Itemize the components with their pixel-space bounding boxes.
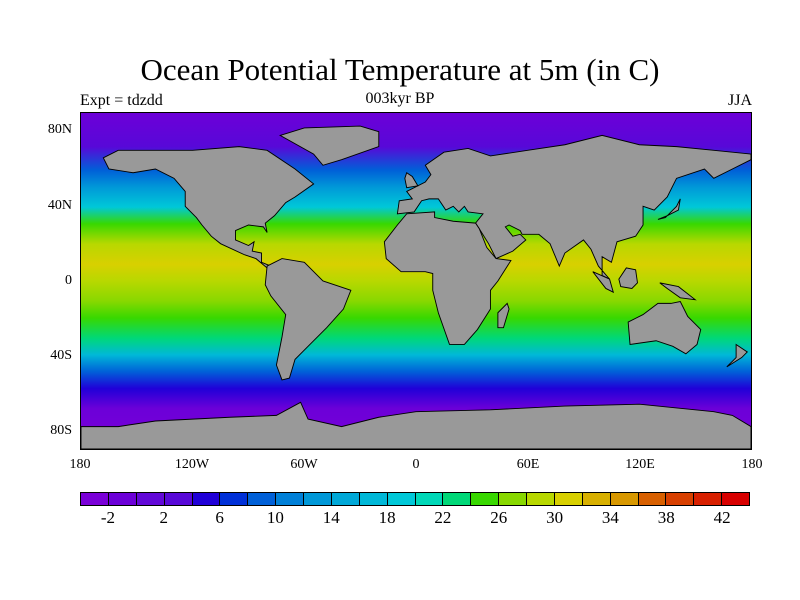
colorbar-label: 30: [546, 508, 564, 527]
colorbar-label: 38: [657, 508, 675, 527]
colorbar: [80, 492, 750, 506]
antarctica: [81, 401, 751, 449]
colorbar-box: [304, 493, 332, 505]
colorbar-label: 26: [490, 508, 508, 527]
colorbar-box: [527, 493, 555, 505]
colorbar-label: 18: [378, 508, 396, 527]
colorbar-box: [359, 493, 388, 505]
temperature-map: [80, 112, 752, 450]
colorbar-box: [248, 493, 277, 505]
great-britain: [404, 172, 419, 189]
colorbar-box: [81, 493, 109, 505]
colorbar-label: 14: [322, 508, 340, 527]
sumatra: [592, 271, 615, 294]
colorbar-label: 6: [215, 508, 224, 527]
experiment-label: Expt = tdzdd: [80, 92, 163, 109]
colorbar-label: -2: [100, 508, 115, 527]
colorbar-box: [387, 493, 416, 505]
lon-label-180w: 180: [69, 457, 91, 472]
australia: [627, 301, 702, 355]
south-america: [264, 258, 352, 381]
colorbar-box: [554, 493, 583, 505]
lon-label-60e: 60E: [516, 457, 540, 472]
colorbar-box: [108, 493, 137, 505]
colorbar-box: [415, 493, 444, 505]
colorbar-label: 2: [159, 508, 169, 527]
new-guinea: [659, 282, 697, 301]
lon-label-0: 0: [412, 457, 420, 472]
lat-label-0: 0: [65, 273, 72, 288]
madagascar: [497, 302, 510, 329]
colorbar-box: [471, 493, 500, 505]
colorbar-box: [443, 493, 472, 505]
colorbar-box: [192, 493, 221, 505]
colorbar-box: [722, 493, 749, 505]
lon-label-120w: 120W: [174, 457, 210, 472]
colorbar-box: [164, 493, 193, 505]
colorbar-box: [638, 493, 667, 505]
lat-label-80s: 80S: [50, 423, 72, 438]
colorbar-box: [276, 493, 304, 505]
colorbar-label: 42: [713, 508, 731, 527]
new-zealand: [726, 343, 749, 368]
lon-label-180e: 180: [741, 457, 763, 472]
lat-label-40s: 40S: [50, 348, 72, 363]
colorbar-box: [610, 493, 639, 505]
africa: [383, 211, 512, 345]
colorbar-label: 34: [601, 508, 619, 527]
land-mask: [81, 125, 751, 449]
plot-title: Ocean Potential Temperature at 5m (in C): [140, 52, 660, 87]
borneo: [618, 267, 638, 289]
lat-label-40n: 40N: [47, 198, 72, 213]
greenland: [278, 125, 380, 166]
lat-label-80n: 80N: [47, 122, 72, 137]
north-america: [102, 146, 315, 269]
colorbar-box: [694, 493, 723, 505]
colorbar-box: [499, 493, 527, 505]
colorbar-box: [136, 493, 165, 505]
colorbar-box: [582, 493, 611, 505]
colorbar-box: [220, 493, 249, 505]
season-label: JJA: [727, 92, 752, 109]
colorbar-box: [666, 493, 695, 505]
colorbar-label: 22: [434, 508, 452, 527]
colorbar-label: 10: [266, 508, 284, 527]
lon-label-60w: 60W: [290, 457, 318, 472]
lon-label-120e: 120E: [625, 457, 655, 472]
japan: [657, 198, 681, 220]
colorbar-box: [331, 493, 360, 505]
time-label: 003kyr BP: [365, 90, 435, 107]
